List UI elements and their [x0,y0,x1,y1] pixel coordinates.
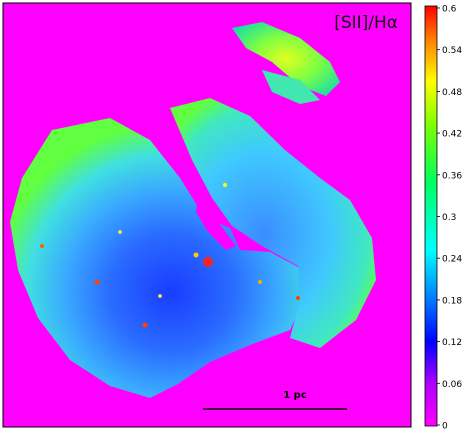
top-filament-lower [262,70,320,104]
colorbar-tick-label: 0 [442,422,448,432]
colorbar [424,5,438,427]
right-nebula-lobe [170,98,376,348]
central-gap [196,196,236,250]
colorbar-tick-label: 0.12 [442,338,462,348]
main-nebula-lobe [10,118,304,398]
colorbar-tick-label: 0.18 [442,296,462,306]
colorbar-tick-label: 0.06 [442,380,462,390]
top-filament [232,22,340,96]
colorbar-ticks: 0.6 0.54 0.48 0.42 0.36 0.3 0.24 0.18 0.12 0.06 0 [437,5,462,432]
colorbar-tick-label: 0.6 [442,5,457,15]
colorbar-tick-label: 0.48 [442,88,462,98]
colorbar-tick-label: 0.3 [442,213,456,223]
bright-knots [40,183,300,328]
colorbar-tick-label: 0.24 [442,255,462,265]
colorbar-tick-label: 0.36 [442,171,462,181]
colorbar-tick-label: 0.54 [442,46,462,56]
scale-bar-label: 1 pc [283,390,307,401]
map-label: [SII]/Hα [334,13,398,33]
colorbar-tick-label: 0.42 [442,130,462,140]
